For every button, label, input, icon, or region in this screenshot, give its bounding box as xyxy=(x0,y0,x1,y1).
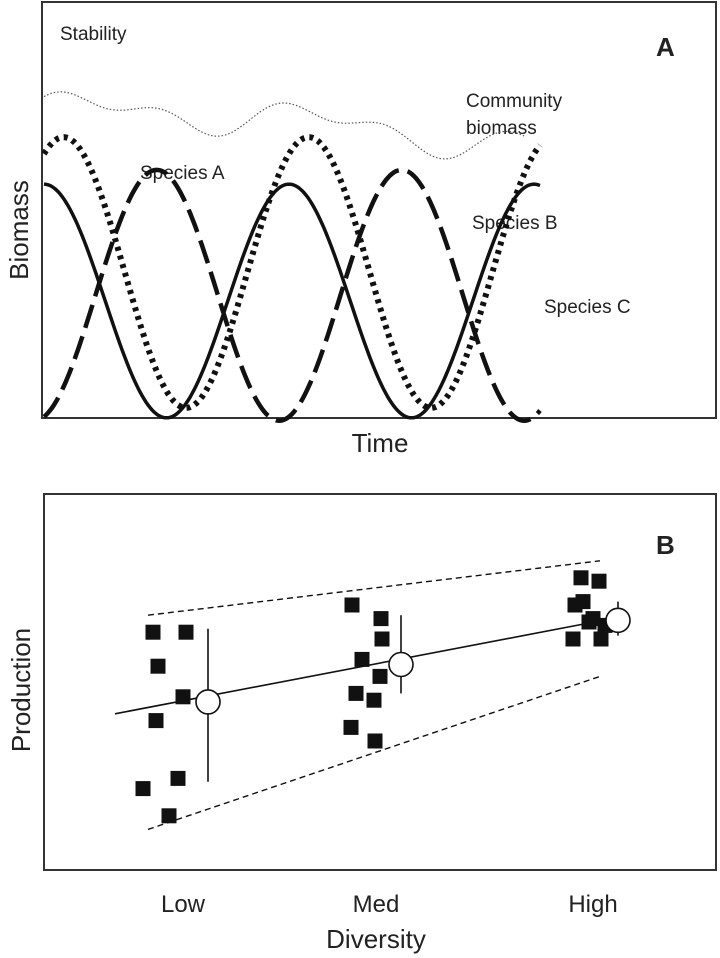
data-point-low xyxy=(148,713,164,729)
species-c-label: Species C xyxy=(544,297,631,318)
data-point-low xyxy=(150,658,166,674)
tick-low: Low xyxy=(161,891,206,918)
data-point-med xyxy=(366,692,382,708)
data-point-low xyxy=(175,689,191,705)
data-point-med xyxy=(348,685,364,701)
panel-b: B Production Low Med High Diversity xyxy=(6,493,717,954)
data-point-high xyxy=(591,573,607,589)
data-point-med xyxy=(367,733,383,749)
species-a-label: Species A xyxy=(140,163,225,184)
data-point-med xyxy=(354,651,370,667)
data-point-low xyxy=(170,770,186,786)
series-line-species-a xyxy=(41,134,543,411)
data-point-low xyxy=(145,624,161,640)
tick-med: Med xyxy=(353,891,400,918)
panel-a-curves xyxy=(41,91,543,423)
data-point-high xyxy=(593,631,609,647)
panel-a-frame xyxy=(41,1,717,419)
data-point-med xyxy=(343,719,359,735)
mean-marker-low xyxy=(195,689,221,715)
data-point-low xyxy=(178,624,194,640)
mean-marker-med xyxy=(388,651,414,678)
panel-b-marks xyxy=(114,560,631,831)
data-point-high xyxy=(573,570,589,586)
series-line-species-c xyxy=(43,182,541,420)
diversity-axis-title: Diversity xyxy=(326,924,426,954)
panel-a: Stability A Community biomass Species A … xyxy=(4,1,717,458)
data-point-high xyxy=(567,597,583,613)
data-point-low xyxy=(161,808,177,824)
community-biomass-label-line2: biomass xyxy=(466,118,537,139)
data-point-high xyxy=(581,614,597,630)
data-point-low xyxy=(135,781,151,797)
data-point-med xyxy=(373,611,389,627)
mean-marker-high xyxy=(605,607,631,634)
data-point-med xyxy=(372,668,388,684)
data-point-med xyxy=(344,597,360,613)
series-line-species-b xyxy=(42,167,542,423)
stability-label: Stability xyxy=(60,24,127,45)
panel-b-letter: B xyxy=(656,530,675,560)
production-axis-title: Production xyxy=(6,628,36,752)
biomass-axis-title: Biomass xyxy=(4,180,34,280)
community-biomass-line xyxy=(43,91,525,160)
upper-envelope-line xyxy=(147,560,601,616)
data-point-med xyxy=(374,631,390,647)
species-b-label: Species B xyxy=(472,213,558,234)
data-point-high xyxy=(565,631,581,647)
panel-a-letter: A xyxy=(656,32,675,62)
panel-b-frame xyxy=(43,493,717,871)
community-biomass-label-line1: Community xyxy=(466,91,563,112)
time-axis-title: Time xyxy=(352,428,409,458)
tick-high: High xyxy=(568,891,617,918)
